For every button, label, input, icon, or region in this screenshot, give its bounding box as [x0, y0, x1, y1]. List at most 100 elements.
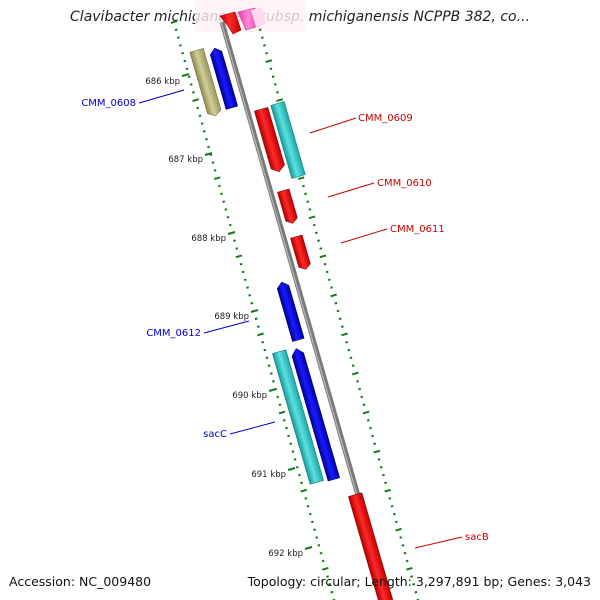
scale-tick [269, 67, 273, 71]
scale-tick [360, 395, 364, 399]
gene-label-sacB: sacB [465, 532, 489, 543]
scale-tick [308, 208, 312, 211]
scale-tick [401, 544, 405, 547]
scale-tick [410, 575, 413, 578]
scale-tick [246, 286, 249, 289]
scale-tick [205, 137, 208, 141]
scale-tick [192, 98, 199, 102]
scale-tick [202, 130, 206, 133]
scale-tick [291, 450, 295, 453]
scale-tick [377, 458, 381, 461]
scale-tick [313, 528, 316, 531]
scale-tick [298, 473, 301, 477]
gene-sacC-cyan[interactable] [272, 349, 324, 485]
kbp-label: 686 kbp [145, 77, 180, 87]
scale-tick [369, 426, 372, 430]
scale-tick [218, 184, 221, 188]
scale-tick [341, 332, 348, 337]
scale-tick [196, 106, 200, 110]
scale-tick [258, 28, 262, 32]
scale-tick [349, 356, 353, 360]
scale-tick [297, 176, 305, 181]
gene-label-CMM-0612: CMM_0612 [146, 328, 201, 339]
scale-tick [356, 380, 359, 383]
scale-tick [340, 325, 344, 328]
scale-tick [308, 512, 312, 516]
gene-labels: CMM_0608 CMM_0609 CMM_0610 CMM_0611 CMM_… [81, 98, 489, 543]
gene-sacC[interactable] [290, 347, 340, 482]
scale-tick [263, 44, 266, 47]
scale-tick [312, 223, 316, 227]
gene-cyan-609[interactable] [270, 101, 306, 179]
gene-CMM-0610[interactable] [277, 188, 299, 225]
scale-tick [257, 332, 264, 337]
scale-tick [308, 215, 316, 220]
gene-CMM-0609[interactable] [254, 106, 285, 173]
scale-tick [254, 317, 258, 321]
scale-tick [371, 434, 374, 438]
scale-tick [403, 551, 407, 555]
gene-CMM-0612[interactable] [276, 281, 305, 342]
scale-tick [394, 520, 398, 524]
scale-tick [224, 208, 228, 211]
scale-tick [319, 551, 323, 555]
scale-tick [300, 481, 303, 485]
scale-tick [412, 583, 416, 586]
gene-label-CMM-0611: CMM_0611 [390, 224, 445, 235]
gene-label-CMM-0610: CMM_0610 [377, 178, 432, 189]
scale-tick [304, 497, 308, 500]
scale-tick [287, 434, 290, 438]
scale-tick [220, 192, 223, 196]
scale-tick [200, 122, 204, 125]
left-tick-row [170, 20, 336, 600]
scale-tick [405, 559, 409, 563]
scale-tick [362, 403, 366, 407]
scale-tick [414, 590, 418, 594]
scale-tick [265, 51, 269, 55]
scale-tick [351, 364, 355, 367]
scale-tick [187, 75, 191, 78]
scale-tick [330, 293, 337, 298]
scale-tick [323, 262, 327, 266]
scale-tick [289, 442, 293, 446]
gene-label-sacC: sacC [203, 429, 227, 440]
gene-label-CMM-0608: CMM_0608 [81, 98, 136, 109]
kbp-label: 687 kbp [168, 155, 203, 165]
scale-tick [276, 91, 279, 94]
scale-tick [295, 465, 299, 469]
scale-tick [209, 153, 213, 157]
scale-tick [399, 536, 403, 539]
scale-tick [336, 309, 340, 313]
scale-tick [358, 387, 362, 391]
gene-CMM-0608[interactable] [209, 47, 239, 110]
scale-tick [271, 75, 275, 78]
scale-tick [226, 215, 230, 219]
scale-tick [213, 169, 217, 172]
scale-tick [384, 481, 387, 485]
scale-tick [322, 566, 329, 571]
scale-tick [362, 410, 370, 415]
scale-tick [306, 200, 310, 203]
scale-tick [319, 254, 327, 259]
gene-CMM-0611[interactable] [290, 234, 312, 271]
gene-label-CMM-0609: CMM_0609 [358, 113, 413, 124]
scale-tick [321, 559, 325, 563]
gene-CMM-0608-olive[interactable] [189, 48, 222, 117]
scale-tick [330, 286, 333, 289]
scale-tick [379, 465, 383, 469]
scale-tick [265, 59, 273, 63]
kbp-label: 691 kbp [251, 470, 286, 480]
scale-tick [269, 372, 273, 375]
scale-tick [345, 340, 349, 344]
gene-red-top-partial[interactable] [219, 11, 242, 35]
scale-tick [317, 544, 321, 547]
scale-tick [235, 254, 243, 259]
scale-tick [328, 583, 332, 586]
scale-tick [273, 83, 277, 86]
scale-tick [192, 91, 195, 94]
kbp-scale: 686 kbp 687 kbp 688 kbp 689 kbp 690 kbp … [145, 77, 303, 559]
scale-tick [315, 536, 319, 539]
gene-sacB[interactable] [348, 492, 400, 600]
scale-tick [181, 51, 185, 55]
scale-tick [272, 380, 275, 383]
